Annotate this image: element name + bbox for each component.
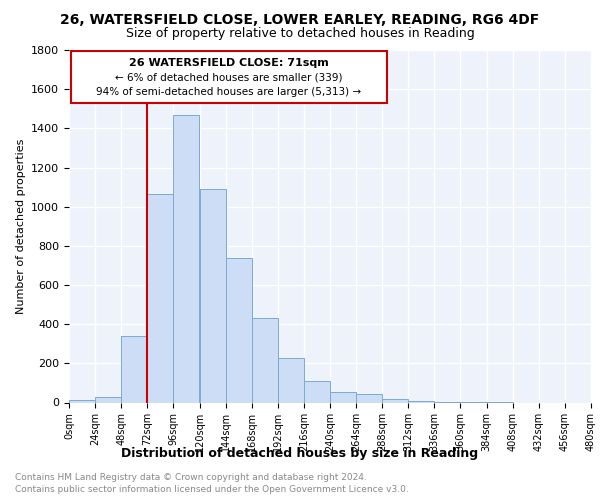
Text: Distribution of detached houses by size in Reading: Distribution of detached houses by size … [121,448,479,460]
Bar [330,392,356,402]
Text: ← 6% of detached houses are smaller (339): ← 6% of detached houses are smaller (339… [115,72,343,83]
Y-axis label: Number of detached properties: Number of detached properties [16,138,26,314]
FancyBboxPatch shape [71,51,386,103]
Text: Contains HM Land Registry data © Crown copyright and database right 2024.: Contains HM Land Registry data © Crown c… [15,472,367,482]
Bar [252,318,278,402]
Bar [304,381,330,402]
Text: 26 WATERSFIELD CLOSE: 71sqm: 26 WATERSFIELD CLOSE: 71sqm [129,58,329,68]
Text: 94% of semi-detached houses are larger (5,313) →: 94% of semi-detached houses are larger (… [96,88,361,98]
Text: 26, WATERSFIELD CLOSE, LOWER EARLEY, READING, RG6 4DF: 26, WATERSFIELD CLOSE, LOWER EARLEY, REA… [61,12,539,26]
Bar [148,194,173,402]
Bar [408,400,434,402]
Bar [226,258,252,402]
Bar [69,400,95,402]
Bar [173,115,199,403]
Bar [199,188,226,402]
Text: Contains public sector information licensed under the Open Government Licence v3: Contains public sector information licen… [15,485,409,494]
Bar [121,336,148,402]
Bar [278,358,304,403]
Bar [382,399,409,402]
Bar [356,394,382,402]
Bar [95,396,121,402]
Text: Size of property relative to detached houses in Reading: Size of property relative to detached ho… [125,28,475,40]
